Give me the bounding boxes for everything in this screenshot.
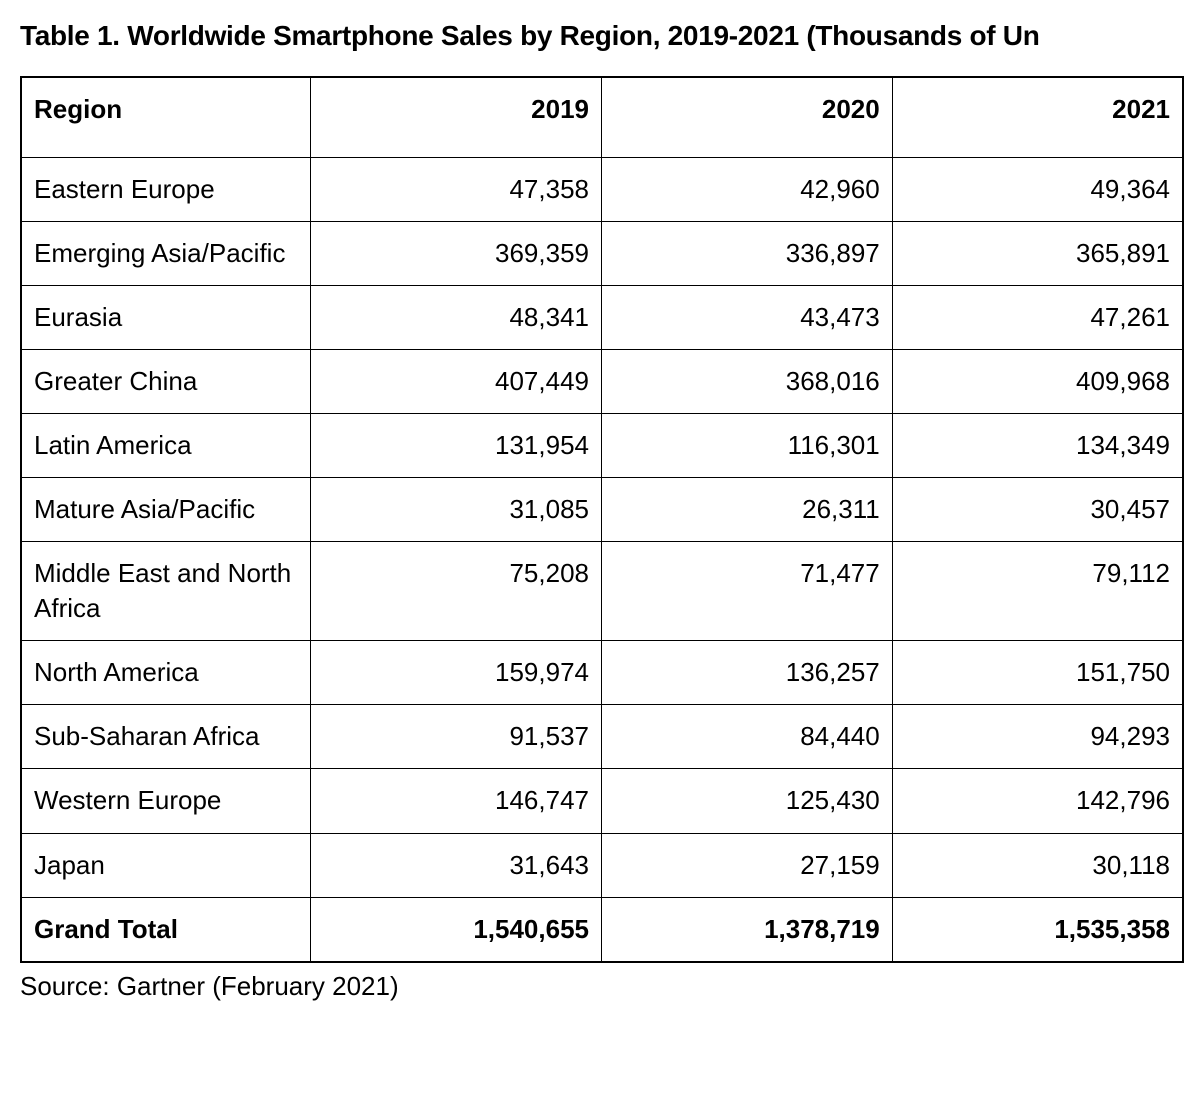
cell-value: 409,968 [892,349,1183,413]
cell-value: 136,257 [602,641,893,705]
cell-value: 79,112 [892,542,1183,641]
cell-value: 49,364 [892,157,1183,221]
cell-value: 407,449 [311,349,602,413]
table-row-total: Grand Total 1,540,655 1,378,719 1,535,35… [21,897,1183,962]
cell-value: 47,358 [311,157,602,221]
cell-value: 131,954 [311,413,602,477]
cell-total-value: 1,535,358 [892,897,1183,962]
table-row: Western Europe 146,747 125,430 142,796 [21,769,1183,833]
cell-total-value: 1,540,655 [311,897,602,962]
table-source: Source: Gartner (February 2021) [20,971,1180,1002]
cell-value: 159,974 [311,641,602,705]
table-row: Mature Asia/Pacific 31,085 26,311 30,457 [21,477,1183,541]
cell-region: North America [21,641,311,705]
cell-region: Mature Asia/Pacific [21,477,311,541]
cell-region: Greater China [21,349,311,413]
cell-value: 146,747 [311,769,602,833]
cell-total-label: Grand Total [21,897,311,962]
cell-value: 26,311 [602,477,893,541]
table-row: Sub-Saharan Africa 91,537 84,440 94,293 [21,705,1183,769]
table-row: Middle East and North Africa 75,208 71,4… [21,542,1183,641]
cell-value: 43,473 [602,285,893,349]
cell-value: 30,457 [892,477,1183,541]
cell-region: Japan [21,833,311,897]
cell-region: Sub-Saharan Africa [21,705,311,769]
cell-total-value: 1,378,719 [602,897,893,962]
cell-value: 368,016 [602,349,893,413]
cell-value: 116,301 [602,413,893,477]
cell-value: 369,359 [311,221,602,285]
cell-value: 84,440 [602,705,893,769]
cell-region: Eurasia [21,285,311,349]
cell-value: 125,430 [602,769,893,833]
cell-region: Western Europe [21,769,311,833]
cell-value: 75,208 [311,542,602,641]
cell-value: 91,537 [311,705,602,769]
cell-value: 31,643 [311,833,602,897]
cell-value: 336,897 [602,221,893,285]
table-row: Latin America 131,954 116,301 134,349 [21,413,1183,477]
cell-value: 47,261 [892,285,1183,349]
cell-region: Eastern Europe [21,157,311,221]
table-row: Eurasia 48,341 43,473 47,261 [21,285,1183,349]
cell-region: Middle East and North Africa [21,542,311,641]
cell-value: 31,085 [311,477,602,541]
table-row: Greater China 407,449 368,016 409,968 [21,349,1183,413]
table-row: Emerging Asia/Pacific 369,359 336,897 36… [21,221,1183,285]
table-header-row: Region 2019 2020 2021 [21,77,1183,157]
cell-value: 27,159 [602,833,893,897]
col-header-region: Region [21,77,311,157]
cell-region: Emerging Asia/Pacific [21,221,311,285]
table-title: Table 1. Worldwide Smartphone Sales by R… [20,20,1180,52]
cell-value: 365,891 [892,221,1183,285]
cell-value: 48,341 [311,285,602,349]
cell-region: Latin America [21,413,311,477]
cell-value: 71,477 [602,542,893,641]
cell-value: 42,960 [602,157,893,221]
col-header-2021: 2021 [892,77,1183,157]
table-row: Japan 31,643 27,159 30,118 [21,833,1183,897]
cell-value: 134,349 [892,413,1183,477]
col-header-2019: 2019 [311,77,602,157]
col-header-2020: 2020 [602,77,893,157]
cell-value: 94,293 [892,705,1183,769]
sales-table: Region 2019 2020 2021 Eastern Europe 47,… [20,76,1184,963]
table-row: North America 159,974 136,257 151,750 [21,641,1183,705]
table-row: Eastern Europe 47,358 42,960 49,364 [21,157,1183,221]
cell-value: 142,796 [892,769,1183,833]
cell-value: 30,118 [892,833,1183,897]
cell-value: 151,750 [892,641,1183,705]
